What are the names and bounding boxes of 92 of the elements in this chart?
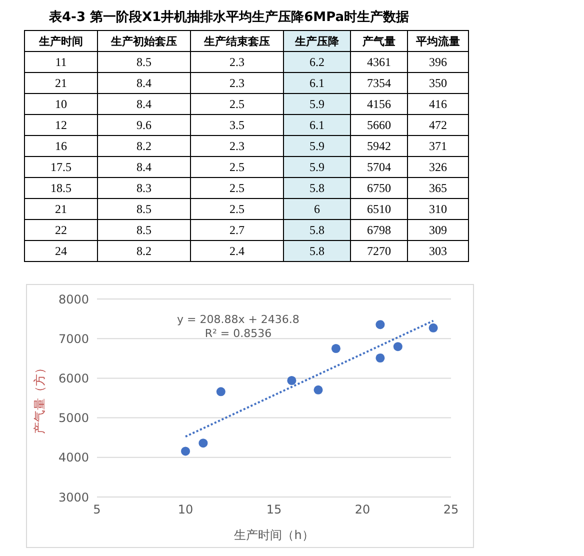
data-label: 303: [408, 240, 468, 262]
data-label: 8.2: [98, 240, 190, 262]
series-label: 生产压降: [284, 30, 350, 52]
x-tick-label: 25: [443, 502, 459, 517]
point: [428, 323, 438, 332]
data-label: 8.3: [98, 178, 190, 198]
point: [376, 354, 385, 363]
category-label: 24: [24, 240, 98, 262]
data-label: 2.5: [190, 178, 284, 198]
point: [198, 438, 208, 448]
data-label: 2.5: [190, 94, 284, 114]
data-label: 7354: [350, 72, 408, 94]
data-label: 396: [408, 52, 468, 72]
data-label: 365: [408, 178, 468, 198]
series-label: 生产结束套压: [190, 30, 284, 52]
data-label: 310: [408, 198, 468, 220]
annotation: y = 208.88x + 2436.8: [177, 313, 300, 327]
y-tick-label: 8000: [58, 292, 89, 306]
data-label: 472: [408, 114, 468, 136]
data-label: 2.4: [190, 240, 284, 262]
x-tick-label: 20: [354, 502, 370, 517]
data-label: 8.5: [98, 52, 190, 72]
data-label: 6510: [350, 198, 408, 220]
y-axis-title: 产气量（方）: [32, 362, 46, 434]
y-tick-label: 7000: [58, 332, 89, 346]
data-label: 5.8: [284, 178, 350, 198]
data-label: 5.9: [284, 136, 350, 156]
data-label: 8.4: [98, 72, 190, 94]
data-label: 8.2: [98, 136, 190, 156]
annotation: R² = 0.8536: [204, 327, 273, 341]
point: [287, 376, 296, 385]
data-label: 2.5: [190, 156, 284, 178]
category-label: 10: [24, 94, 98, 114]
point: [180, 446, 190, 456]
series-label: 产气量: [350, 30, 408, 52]
data-label: 2.5: [190, 198, 284, 220]
data-label: 2.3: [190, 136, 284, 156]
data-label: 6798: [350, 220, 408, 240]
data-label: 5.8: [284, 220, 350, 240]
data-label: 309: [408, 220, 468, 240]
data-label: 5.8: [284, 240, 350, 262]
data-label: 2.3: [190, 52, 284, 72]
data-label: 326: [408, 156, 468, 178]
point: [314, 385, 323, 394]
point: [331, 344, 340, 354]
category-label: 17.5: [24, 156, 98, 178]
text: 生产时间: [24, 30, 98, 52]
data-label: 4361: [350, 52, 408, 72]
category-label: 21: [24, 72, 98, 94]
data-label: 6: [284, 198, 350, 220]
data-label: 2.7: [190, 220, 284, 240]
category-label: 21: [24, 198, 98, 220]
category-label: 16: [24, 136, 98, 156]
data-label: 416: [408, 94, 468, 114]
data-label: 3.5: [190, 114, 284, 136]
series-label: 平均流量: [408, 30, 468, 52]
category-label: 22: [24, 220, 98, 240]
data-label: 350: [408, 72, 468, 94]
text: 表4-3 第一阶段X1井机抽排水平均生产压降6MPa时生产数据: [49, 8, 410, 26]
point: [393, 342, 402, 352]
data-label: 6750: [350, 178, 408, 198]
data-label: 2.3: [190, 72, 284, 94]
data-label: 5.9: [284, 156, 350, 178]
data-label: 4156: [350, 94, 408, 114]
data-label: 8.4: [98, 94, 190, 114]
data-label: 6.1: [284, 114, 350, 136]
x-axis-title: 生产时间（h）: [234, 528, 314, 542]
data-label: 6.2: [284, 52, 350, 72]
y-tick-label: 3000: [58, 490, 89, 504]
data-label: 371: [408, 136, 468, 156]
category-label: 12: [24, 114, 98, 136]
series-label: 生产初始套压: [98, 30, 190, 52]
point: [216, 387, 226, 396]
data-label: 5.9: [284, 94, 350, 114]
x-tick-label: 15: [266, 502, 282, 517]
data-label: 8.5: [98, 220, 190, 240]
data-label: 8.5: [98, 198, 190, 220]
data-label: 8.4: [98, 156, 190, 178]
y-tick-label: 4000: [58, 450, 89, 465]
x-tick-label: 5: [93, 502, 101, 517]
y-tick-label: 5000: [58, 411, 89, 426]
data-label: 9.6: [98, 114, 190, 136]
point: [376, 320, 385, 330]
data-label: 7270: [350, 240, 408, 262]
data-label: 5704: [350, 156, 408, 178]
y-tick-label: 6000: [58, 371, 89, 386]
category-label: 18.5: [24, 178, 98, 198]
x-tick-label: 10: [178, 502, 194, 517]
data-label: 6.1: [284, 72, 350, 94]
category-label: 11: [24, 52, 98, 72]
data-label: 5942: [350, 136, 408, 156]
data-label: 5660: [350, 114, 408, 136]
